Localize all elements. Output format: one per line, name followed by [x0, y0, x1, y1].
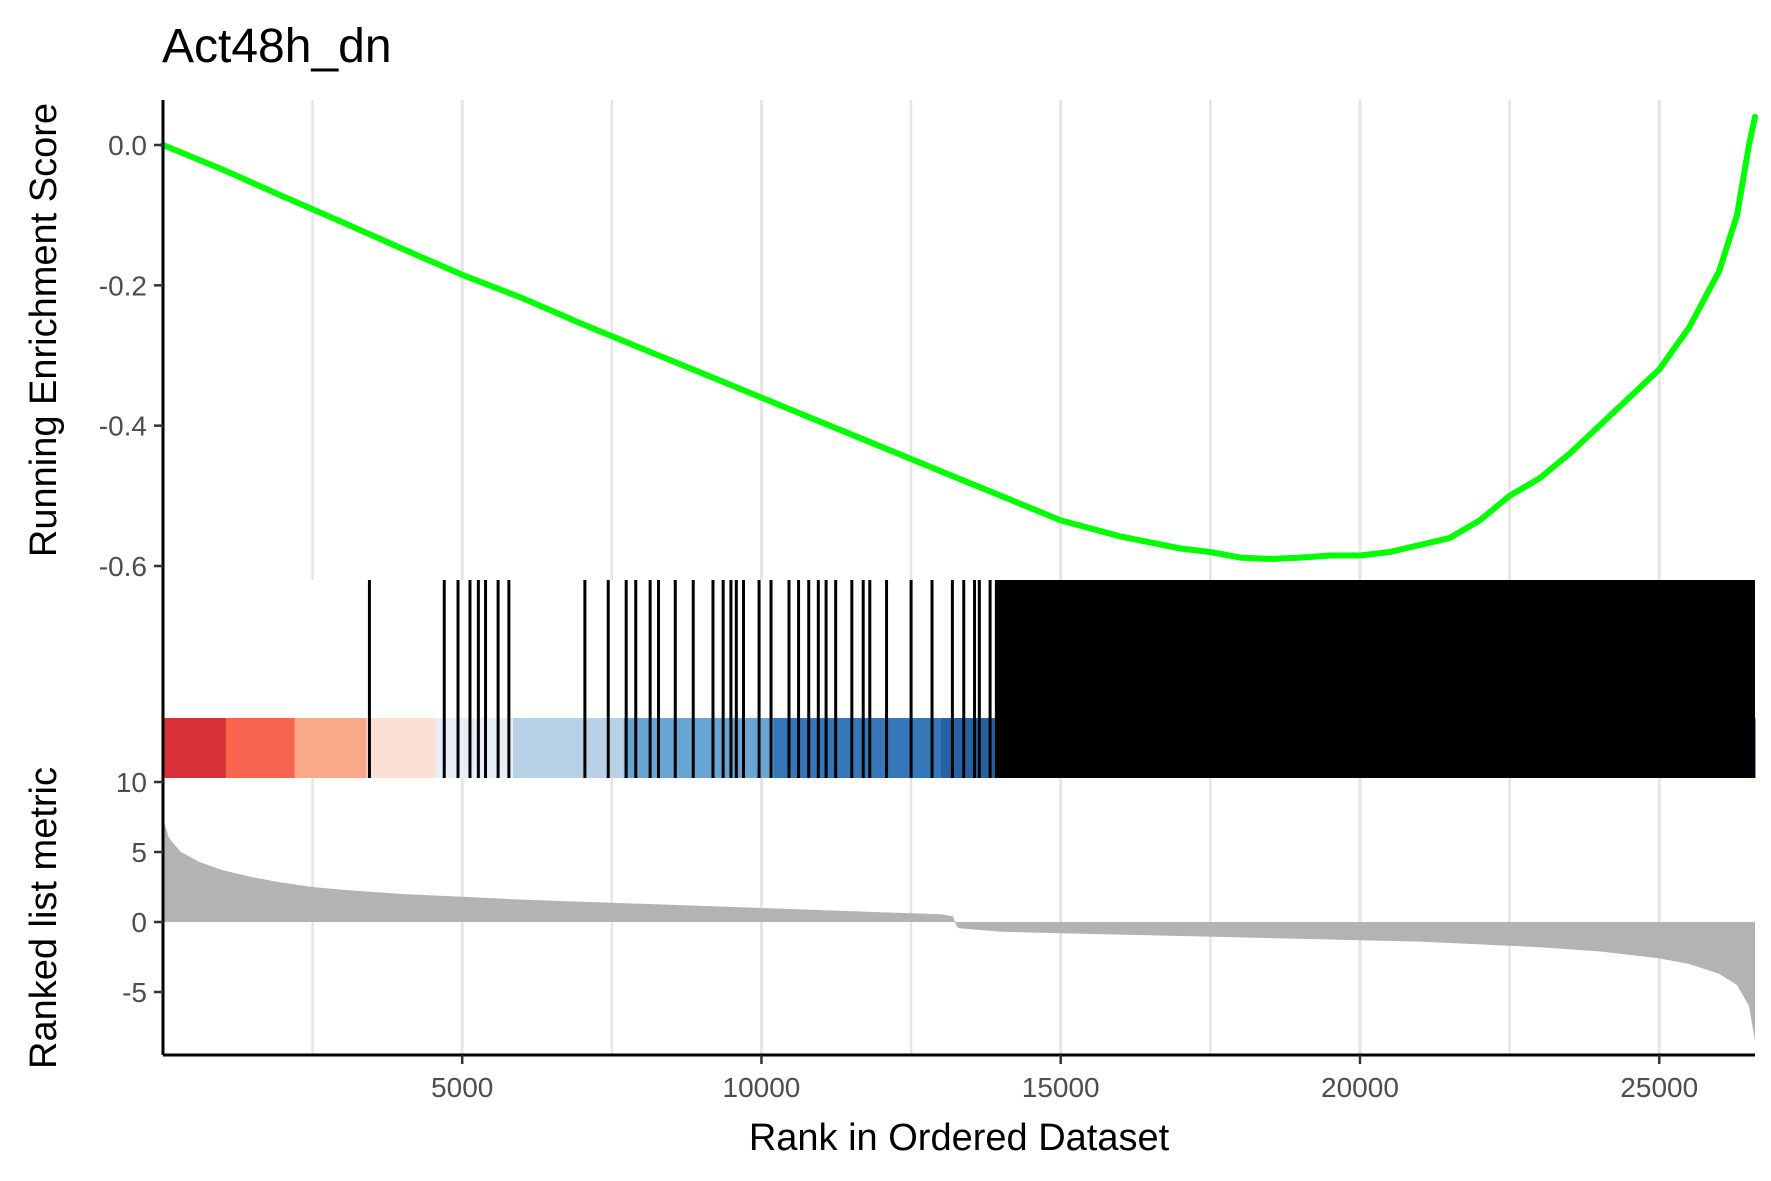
es-tick-label: -0.2 [99, 270, 147, 301]
color-bar-segment-2 [225, 718, 296, 778]
running-enrichment-line [160, 113, 1758, 562]
x-axis-title: Rank in Ordered Dataset [749, 1117, 1170, 1159]
ranked-metric-panel [163, 810, 1755, 1041]
metric-tick-label: 10 [116, 767, 147, 798]
metric-y-ticks: 10 5 0 -5 [116, 767, 163, 1008]
x-ticks: 5000 10000 15000 20000 25000 [431, 1055, 1698, 1103]
color-bar-segment-1 [163, 718, 227, 778]
metric-y-axis-title: Ranked list metric [23, 767, 65, 1069]
x-tick-label: 25000 [1620, 1072, 1698, 1103]
x-tick-label: 20000 [1321, 1072, 1399, 1103]
color-bar-segment-6 [513, 718, 625, 778]
color-bar-segment-5 [435, 718, 514, 778]
x-tick-label: 10000 [723, 1072, 801, 1103]
enrichment-score-panel [160, 113, 1758, 562]
color-bar-segment-8 [773, 718, 942, 778]
gene-hit-ticks [367, 580, 1755, 778]
enrichment-y-axis-title: Running Enrichment Score [23, 103, 65, 557]
metric-tick-label: 0 [131, 907, 147, 938]
metric-tick-label: -5 [122, 977, 147, 1008]
ranked-metric-area [163, 810, 1755, 1041]
color-bar-segment-4 [366, 718, 436, 778]
es-tick-label: -0.6 [99, 551, 147, 582]
color-bar-segment-7 [623, 718, 774, 778]
es-tick-label: -0.4 [99, 411, 147, 442]
dense-gene-hits [994, 580, 1755, 778]
color-bar-segment-3 [294, 718, 367, 778]
metric-tick-label: 5 [131, 837, 147, 868]
x-tick-label: 5000 [431, 1072, 493, 1103]
enrichment-y-ticks: 0.0 -0.2 -0.4 -0.6 [99, 130, 163, 582]
es-tick-label: 0.0 [108, 130, 147, 161]
x-tick-label: 15000 [1022, 1072, 1100, 1103]
chart-title: Act48h_dn [162, 20, 392, 73]
